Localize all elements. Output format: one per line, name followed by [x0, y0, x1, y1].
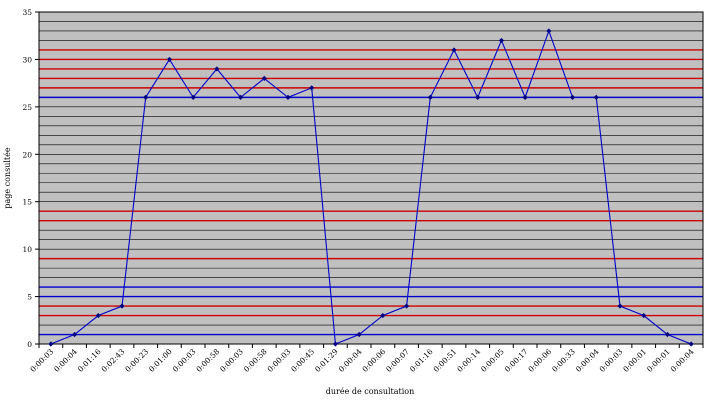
- data-point: [522, 94, 528, 100]
- x-tick-label: 0:00:03: [266, 347, 293, 374]
- y-tick-label: 30: [22, 55, 32, 64]
- y-tick-label: 10: [22, 245, 32, 254]
- x-tick-label: 0:01:29: [313, 347, 340, 374]
- plot-background: [39, 12, 703, 344]
- x-tick-label: 0:00:58: [242, 347, 269, 374]
- x-tick-label: 0:00:06: [526, 347, 553, 374]
- data-point: [95, 312, 101, 319]
- x-tick-label: 0:00:01: [621, 347, 648, 374]
- data-point: [356, 331, 362, 338]
- y-tick-label: 20: [22, 150, 32, 159]
- data-point: [451, 47, 457, 53]
- x-tick-label: 0:02:43: [100, 347, 127, 374]
- data-point: [617, 303, 623, 309]
- x-tick-label: 0:00:04: [669, 347, 696, 374]
- x-axis-title: durée de consultation: [326, 387, 415, 396]
- data-point: [593, 94, 599, 100]
- data-point: [427, 94, 433, 100]
- data-point: [166, 56, 173, 63]
- series-line: [50, 29, 692, 345]
- data-point: [546, 28, 552, 34]
- series-line-group: [48, 28, 694, 347]
- x-tick-label: 0:00:07: [384, 347, 411, 374]
- data-point: [498, 37, 505, 44]
- x-tick-label: 0:00:03: [171, 347, 198, 374]
- plot-area: [38, 11, 704, 345]
- data-point: [664, 331, 671, 338]
- data-point: [143, 94, 149, 100]
- x-tick-label: 0:00:58: [194, 347, 221, 374]
- data-point: [641, 312, 647, 319]
- x-tick-label: 0:01:16: [76, 347, 103, 374]
- x-tick-label: 0:00:04: [337, 347, 364, 374]
- data-point: [688, 341, 694, 347]
- x-tick-label: 0:00:05: [479, 347, 506, 374]
- x-tick-label: 0:00:14: [455, 347, 482, 374]
- data-point: [214, 66, 220, 72]
- x-tick-label: 0:00:03: [218, 347, 245, 374]
- data-point: [309, 85, 315, 91]
- data-point: [285, 94, 291, 100]
- data-point: [380, 312, 386, 319]
- data-point: [237, 94, 244, 100]
- data-point: [569, 94, 576, 100]
- y-tick-label: 35: [22, 8, 32, 17]
- y-axis: 0 5 10 15 20 25 30 35: [22, 8, 40, 349]
- y-tick-label: 0: [27, 340, 32, 349]
- y-tick-label: 15: [22, 198, 32, 207]
- x-tick-label: 0:00:51: [432, 347, 459, 374]
- y-tick-label: 5: [27, 293, 32, 302]
- x-tick-label: 0:00:03: [598, 347, 625, 374]
- data-point: [403, 303, 410, 309]
- x-tick-label: 0:00:04: [52, 347, 79, 374]
- x-tick-label: 0:01:16: [408, 347, 435, 374]
- x-tick-label: 0:00:23: [123, 347, 150, 374]
- x-tick-label: 0:00:03: [28, 347, 55, 374]
- data-point: [190, 94, 196, 100]
- x-tick-label: 0:01:00: [147, 347, 174, 374]
- data-point: [261, 75, 267, 81]
- x-tick-label: 0:00:45: [289, 347, 316, 374]
- x-tick-label: 0:00:06: [360, 347, 387, 374]
- data-point: [332, 341, 339, 347]
- x-tick-label: 0:00:01: [645, 347, 672, 374]
- x-tick-label: 0:00:33: [550, 347, 577, 374]
- y-axis-title: page consultée: [3, 147, 12, 209]
- x-tick-label: 0:00:04: [574, 347, 601, 374]
- data-point: [119, 303, 125, 309]
- data-point: [48, 341, 54, 347]
- x-axis: 0:00:030:00:040:01:160:02:430:00:230:01:…: [28, 343, 704, 374]
- data-point: [71, 331, 78, 338]
- x-tick-label: 0:00:17: [503, 347, 530, 374]
- data-point: [475, 94, 481, 100]
- y-tick-label: 25: [22, 103, 32, 112]
